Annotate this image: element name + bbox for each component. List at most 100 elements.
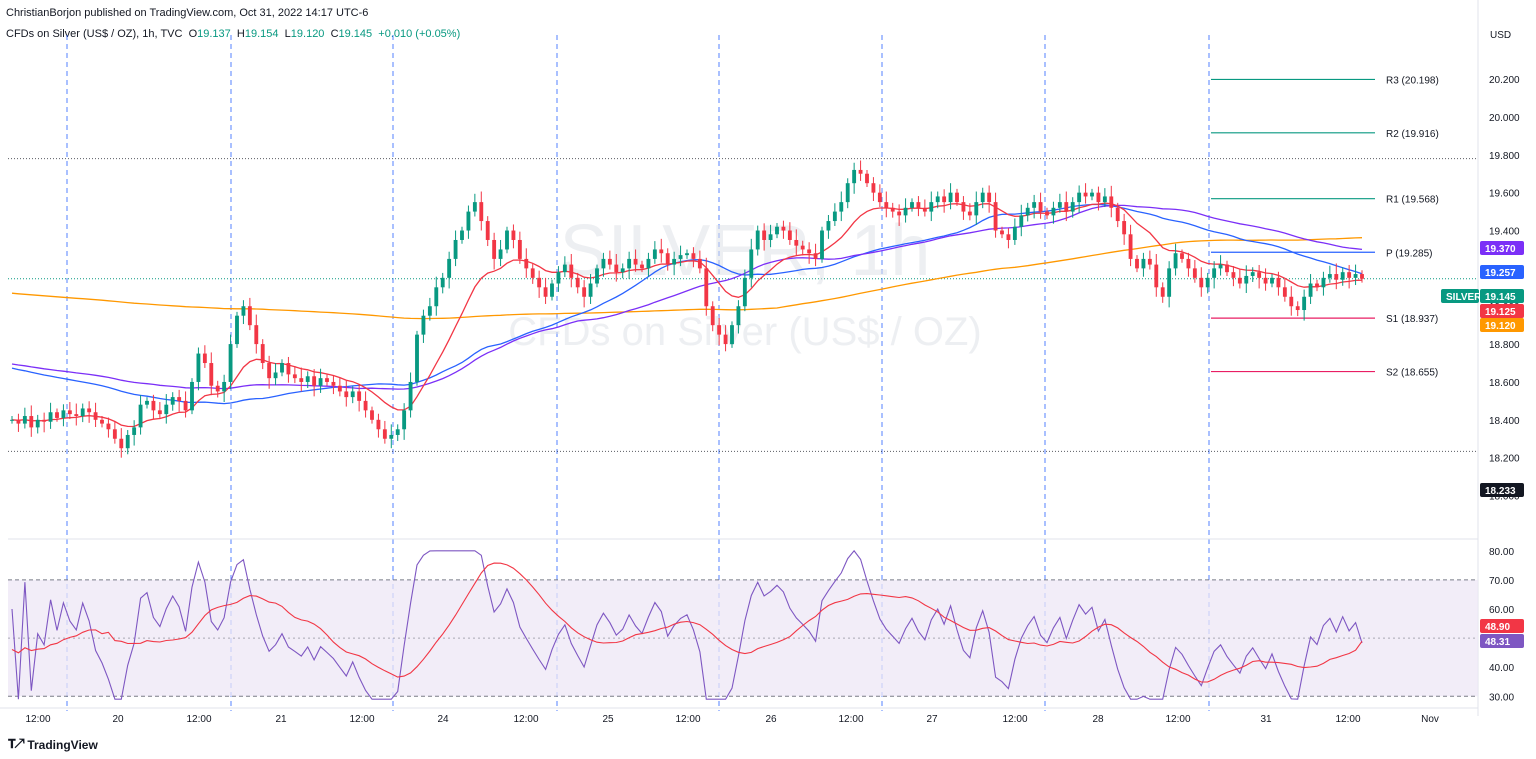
candle-body [202,353,207,364]
price-tick-label: 20.200 [1489,75,1520,86]
candle-body [1327,274,1332,278]
candle-body [196,353,201,382]
time-tick-label: 24 [437,714,449,725]
publisher-line: ChristianBorjon published on TradingView… [6,7,369,19]
candle-body [1154,264,1159,288]
candle-body [183,400,188,411]
candle-body [948,192,953,203]
price-tag-silver [1441,289,1479,303]
candle-body [254,325,259,345]
candle-body [505,230,509,250]
candle-body [80,408,85,417]
price-tag-19.370 [1480,241,1524,255]
high-value: 19.154 [244,28,279,40]
candle-body [910,202,914,208]
candle-body [273,372,278,379]
candle-body [993,202,998,231]
candle-body [29,416,34,428]
candle-body [845,183,850,203]
price-tag-label: 19.125 [1485,307,1516,318]
candle-body [1225,264,1229,273]
candle-body [633,258,638,265]
price-tick-label: 18.400 [1489,416,1520,427]
candle-body [1276,277,1281,288]
candle-body [935,196,940,203]
candle-body [472,202,477,212]
candle-body [415,334,419,382]
candle-body [897,211,902,216]
candle-body [685,253,689,256]
candle-body [916,202,921,208]
candle-body [408,381,413,411]
candle-body [813,253,818,259]
candle-body [762,230,767,240]
rsi-ma-tag-label: 48.90 [1485,622,1510,633]
candle-body [292,374,297,379]
candle-body [974,202,979,216]
candle-body [1051,207,1056,216]
candle-body [260,344,265,364]
candle-body [678,255,683,259]
price-tag-19.120 [1480,318,1524,332]
candle-body [627,258,632,269]
candle-body [1257,272,1262,278]
rsi-tick-label: 40.00 [1489,663,1514,674]
high-label: H [236,28,245,40]
candle-body [376,419,381,430]
candle-body [485,221,490,240]
candle-body [890,207,895,212]
candle-body [640,264,644,269]
candle-body [35,419,40,428]
price-tag-label: 19.120 [1485,321,1516,332]
tradingview-footer: 𝐓↗ TradingView [8,737,98,752]
candle-body [980,192,985,203]
candle-body [389,434,394,439]
candle-body [550,283,554,297]
pivot-label-r2: R2 (19.916) [1386,129,1439,140]
candle-body [1218,264,1223,269]
candle-body [672,258,677,265]
candle-body [511,230,516,240]
candle-body [55,412,59,418]
candle-body [145,400,149,405]
candle-body [241,306,246,316]
price-tick-label: 18.200 [1489,454,1520,465]
candle-body [1205,277,1210,288]
candle-body [1147,258,1152,265]
candle-body [106,423,111,430]
candle-body [10,419,14,421]
candle-body [498,249,503,259]
time-tick-label: 27 [926,714,938,725]
candle-body [427,306,432,316]
candle-body [395,429,400,435]
candle-body [479,202,484,222]
candle-body [466,211,471,231]
candle-body [826,221,831,231]
candle-body [942,196,947,203]
candle-body [337,385,342,392]
price-tag-19.257 [1480,265,1524,279]
candle-body [1070,202,1075,212]
price-tag-label: 18.233 [1485,486,1516,497]
candle-body [620,268,625,273]
candle-body [569,264,574,278]
candle-body [588,283,593,297]
candle-body [215,385,220,392]
candle-body [517,239,522,259]
time-tick-label: 26 [765,714,777,725]
candle-body [1064,202,1069,212]
price-tag-19.145 [1480,289,1524,303]
candle-body [421,315,426,335]
candle-body [832,211,837,222]
candle-body [1025,207,1030,216]
low-label: L [284,28,291,40]
candle-body [1237,277,1242,284]
candle-body [1302,296,1307,311]
candle-body [1282,287,1287,297]
time-tick-label: Nov [1421,714,1439,725]
candle-body [1045,211,1049,216]
sma100-line [11,204,1363,390]
candle-body [582,287,587,297]
candle-body [1347,272,1352,278]
